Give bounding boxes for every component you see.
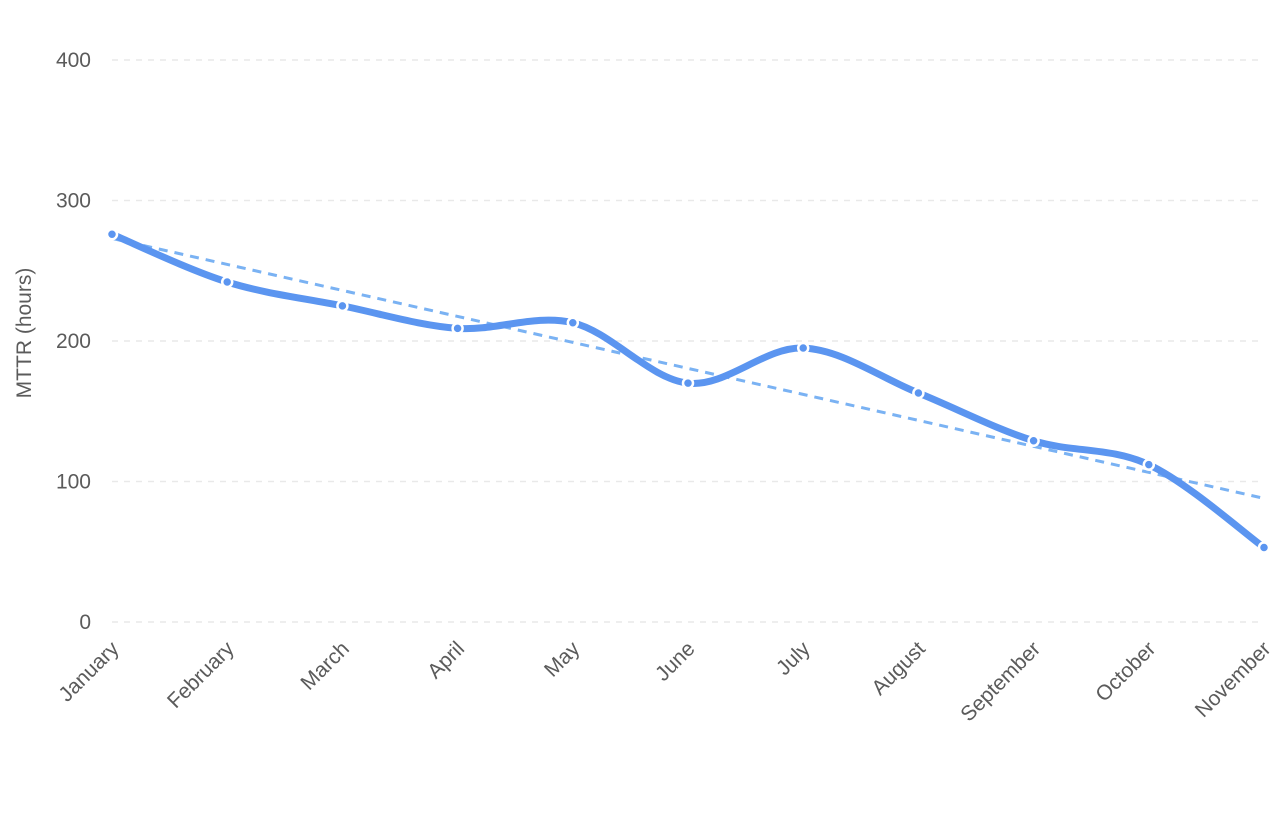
- data-point-february[interactable]: [220, 275, 234, 289]
- x-tick-label-september: September: [956, 637, 1045, 726]
- y-tick-label-400: 400: [56, 49, 91, 72]
- points-layer: [105, 227, 1271, 554]
- x-tick-label-february: February: [163, 637, 239, 713]
- x-tick-label-july: July: [772, 637, 815, 680]
- data-point-june[interactable]: [681, 376, 695, 390]
- data-point-september[interactable]: [1027, 434, 1040, 448]
- y-axis-title: MTTR (hours): [13, 268, 36, 399]
- y-tick-label-300: 300: [56, 190, 91, 213]
- x-tick-label-june: June: [651, 637, 699, 685]
- trendline-layer: [111, 236, 1265, 500]
- y-tick-label-100: 100: [56, 471, 91, 494]
- data-point-october[interactable]: [1142, 458, 1156, 471]
- grid-layer: [112, 59, 1260, 623]
- y-tick-label-0: 0: [79, 611, 91, 634]
- data-point-january[interactable]: [105, 227, 119, 241]
- data-point-november[interactable]: [1257, 541, 1271, 554]
- x-tick-label-november: November: [1191, 637, 1276, 722]
- data-point-april[interactable]: [451, 322, 464, 335]
- x-tick-label-january: January: [54, 637, 123, 706]
- x-tick-label-october: October: [1091, 637, 1160, 706]
- y-tick-label-200: 200: [56, 330, 91, 353]
- series-line: [108, 230, 1268, 552]
- x-tick-label-march: March: [296, 637, 354, 695]
- x-tick-label-august: August: [867, 637, 930, 700]
- y-axis-ticks: 0 100 200 300 400: [56, 49, 91, 634]
- data-point-august[interactable]: [912, 386, 925, 400]
- x-tick-label-may: May: [540, 637, 585, 682]
- series-layer: [108, 230, 1268, 552]
- data-point-may[interactable]: [566, 316, 580, 329]
- data-point-march[interactable]: [336, 299, 349, 313]
- trendline: [111, 236, 1265, 500]
- x-tick-label-april: April: [423, 637, 469, 683]
- data-point-july[interactable]: [796, 341, 810, 355]
- x-axis-ticks: January February March April May June July Augu…: [54, 637, 1275, 726]
